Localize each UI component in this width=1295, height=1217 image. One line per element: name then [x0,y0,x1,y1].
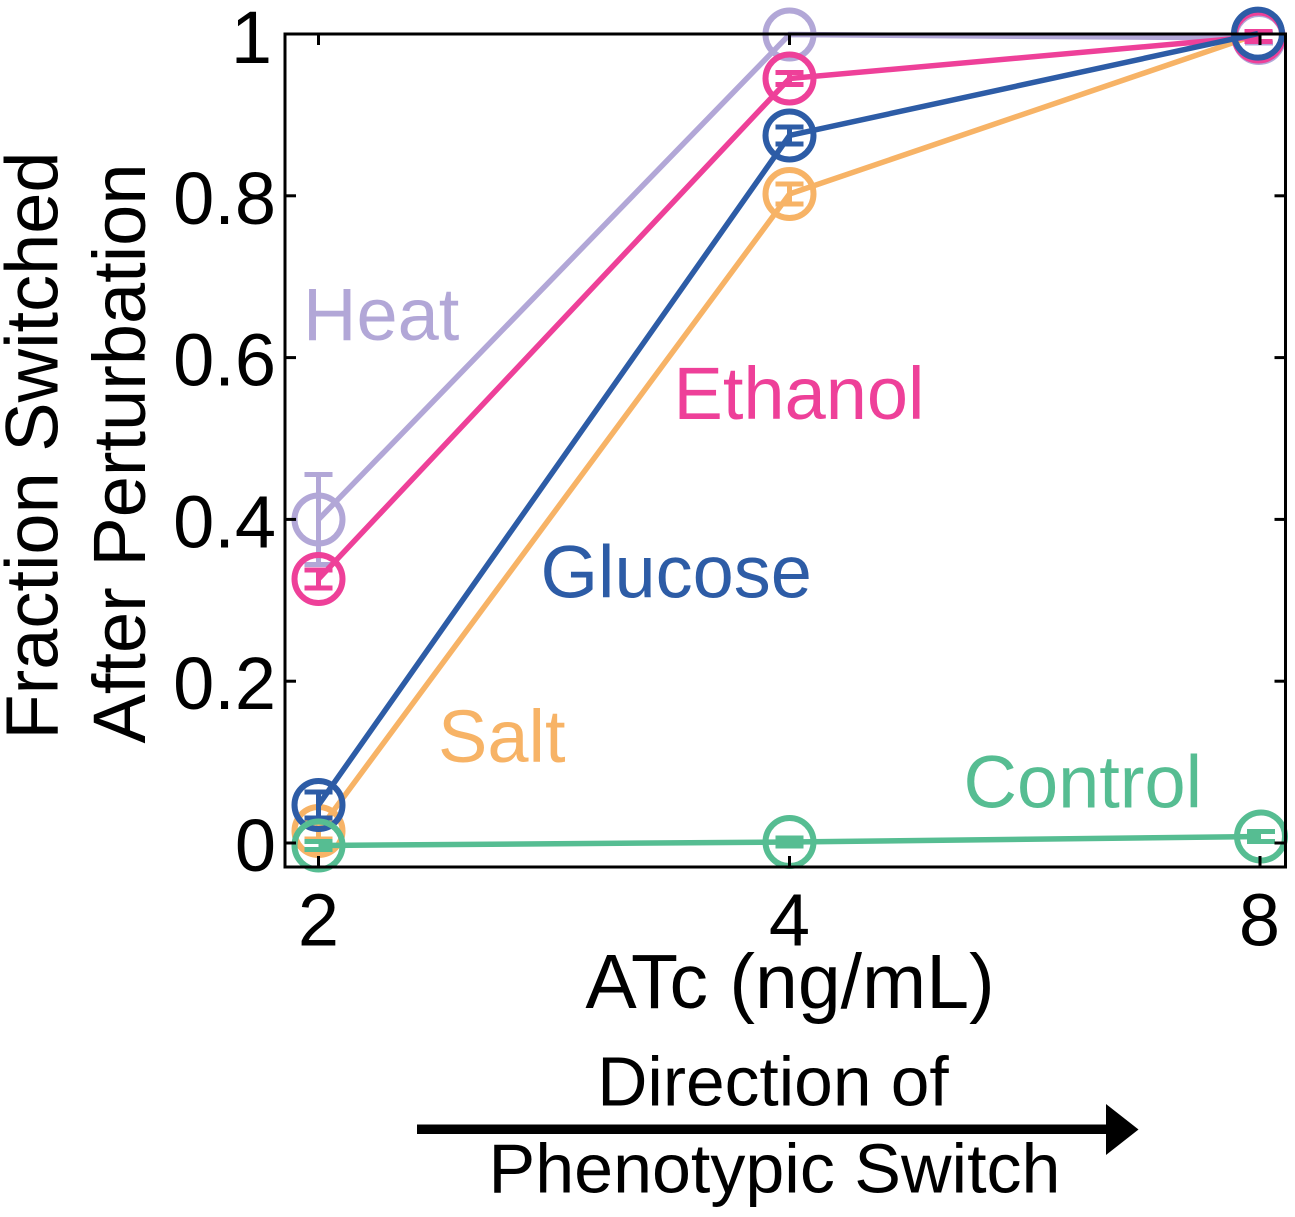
svg-text:1: 1 [231,0,272,79]
svg-text:0.4: 0.4 [173,480,276,563]
svg-text:Ethanol: Ethanol [674,352,925,435]
svg-text:0.2: 0.2 [173,642,276,725]
svg-text:ATc (ng/mL): ATc (ng/mL) [585,939,994,1025]
svg-text:Salt: Salt [438,695,566,778]
svg-text:Glucose: Glucose [541,531,812,614]
svg-text:After Perturbation: After Perturbation [78,164,161,744]
svg-text:0.8: 0.8 [173,157,276,240]
svg-text:Control: Control [964,741,1203,824]
svg-text:2: 2 [298,879,339,962]
svg-text:Direction of: Direction of [597,1043,949,1121]
svg-text:Fraction Switched: Fraction Switched [0,151,74,739]
svg-text:0: 0 [235,804,276,887]
svg-text:4: 4 [769,879,810,962]
svg-text:Phenotypic Switch: Phenotypic Switch [489,1130,1061,1208]
svg-text:8: 8 [1239,879,1280,962]
svg-text:Heat: Heat [303,273,460,356]
svg-text:0.6: 0.6 [173,319,276,402]
